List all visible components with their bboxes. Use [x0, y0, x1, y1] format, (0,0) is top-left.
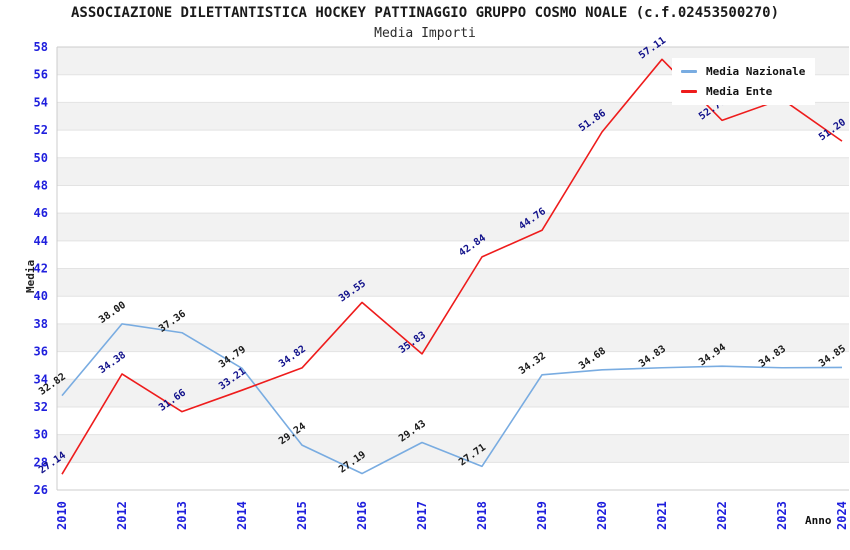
y-tick-label: 34 [34, 372, 48, 386]
y-tick-label: 32 [34, 400, 48, 414]
x-tick-label: 2018 [475, 501, 489, 530]
x-tick-label: 2012 [115, 501, 129, 530]
series-line-media-nazionale [61, 323, 843, 475]
x-tick-label: 2013 [175, 501, 189, 530]
x-tick-label: 2021 [655, 501, 669, 530]
y-tick-label: 40 [34, 289, 48, 303]
y-tick-label: 30 [34, 428, 48, 442]
y-tick-label: 38 [34, 317, 48, 331]
chart-legend: Media Nazionale Media Ente [672, 58, 816, 105]
chart-subtitle: Media Importi [374, 26, 476, 41]
x-tick-label: 2020 [595, 501, 609, 530]
plot-band [57, 434, 849, 463]
x-tick-label: 2010 [55, 501, 69, 530]
data-label: 34.32 [517, 351, 548, 377]
plot-band [57, 379, 849, 407]
plot-band [57, 102, 849, 131]
legend-line-swatch-icon [681, 70, 697, 73]
y-tick-label: 56 [34, 68, 48, 82]
y-tick-label: 58 [34, 40, 48, 54]
x-tick-label: 2017 [415, 501, 429, 530]
y-tick-label: 54 [34, 95, 48, 109]
x-axis-title: Anno [805, 514, 832, 527]
y-tick-label: 50 [34, 151, 48, 165]
plot-band [57, 323, 849, 352]
y-tick-label: 36 [34, 345, 48, 359]
x-tick-label: 2019 [535, 501, 549, 530]
y-tick-label: 44 [34, 234, 48, 248]
series-line-media-ente [61, 58, 843, 475]
legend-item-media-ente: Media Ente [681, 85, 805, 98]
plot-band [57, 213, 849, 241]
plot-band [57, 268, 849, 297]
legend-item-media-nazionale: Media Nazionale [681, 65, 805, 78]
plot-band [57, 157, 849, 186]
x-tick-label: 2014 [235, 501, 249, 530]
data-label: 38.00 [97, 300, 128, 326]
data-label: 34.38 [97, 350, 128, 376]
x-tick-label: 2023 [775, 501, 789, 530]
x-tick-label: 2016 [355, 501, 369, 530]
y-tick-label: 42 [34, 262, 48, 276]
legend-label: Media Nazionale [706, 65, 806, 78]
y-tick-label: 52 [34, 123, 48, 137]
y-tick-label: 48 [34, 178, 48, 192]
x-tick-label: 2022 [715, 501, 729, 530]
legend-label: Media Ente [706, 85, 773, 98]
x-tick-label: 2024 [835, 501, 849, 530]
y-tick-label: 46 [34, 206, 48, 220]
y-tick-label: 26 [34, 483, 48, 497]
chart-title: ASSOCIAZIONE DILETTANTISTICA HOCKEY PATT… [70, 5, 779, 21]
x-tick-label: 2015 [295, 501, 309, 530]
y-axis-title: Media [24, 259, 37, 293]
legend-line-swatch-icon [681, 90, 697, 93]
y-tick-label: 28 [34, 455, 48, 469]
